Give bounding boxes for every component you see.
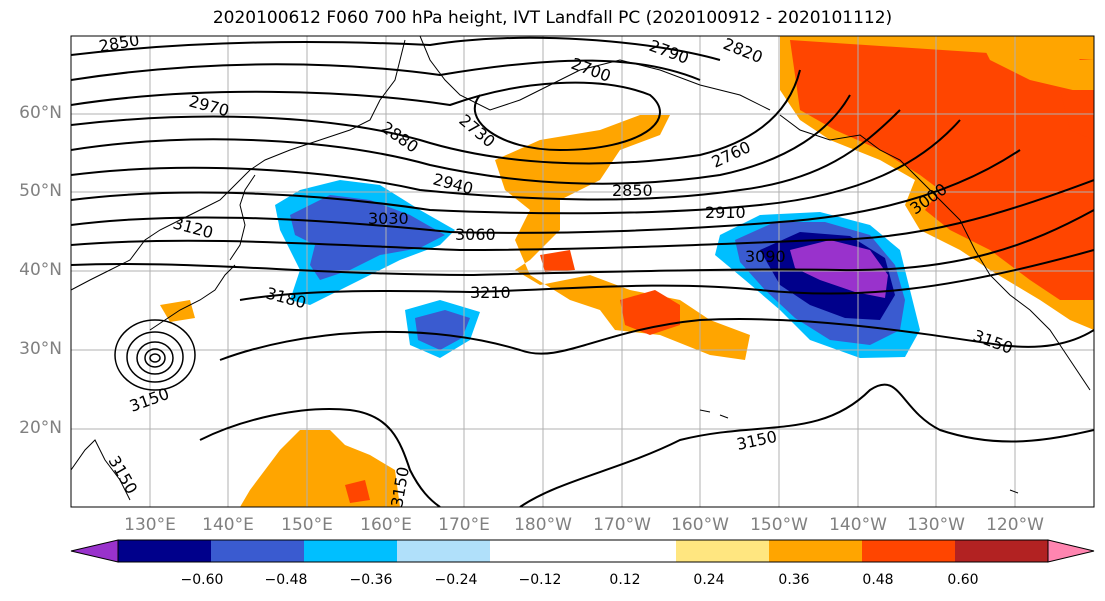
lat-label: 50°N bbox=[19, 181, 62, 201]
lon-label: 140°E bbox=[202, 515, 254, 535]
colorbar-tick-label: 0.60 bbox=[947, 572, 979, 588]
colorbar-segment bbox=[118, 540, 211, 562]
strong-positive-anomaly-northamerica bbox=[790, 40, 1094, 300]
colorbar bbox=[70, 539, 1095, 563]
colorbar-segment bbox=[397, 540, 490, 562]
colorbar-tick-label: −0.48 bbox=[264, 572, 308, 588]
colorbar-outline bbox=[117, 539, 1049, 563]
lon-label: 130°E bbox=[124, 515, 176, 535]
colorbar-tick-label: 0.36 bbox=[778, 572, 810, 588]
lat-label: 60°N bbox=[19, 103, 62, 123]
map-frame bbox=[70, 35, 1095, 508]
colorbar-segment bbox=[955, 540, 1048, 562]
colorbar-tick-label: −0.36 bbox=[349, 572, 393, 588]
colorbar-tick-label: 0.24 bbox=[693, 572, 725, 588]
lon-label: 160°W bbox=[671, 515, 729, 535]
red-patch-central bbox=[620, 290, 680, 335]
lat-label: 20°N bbox=[19, 418, 62, 438]
lon-label: 170°W bbox=[593, 515, 651, 535]
colorbar-segment bbox=[862, 540, 955, 562]
lon-label: 160°E bbox=[360, 515, 412, 535]
colorbar-tick-label: −0.60 bbox=[180, 572, 224, 588]
lat-label: 40°N bbox=[19, 260, 62, 280]
colorbar-segment bbox=[211, 540, 304, 562]
contour-label: 3030 bbox=[368, 209, 409, 228]
lon-label: 150°E bbox=[281, 515, 333, 535]
lon-label: 150°W bbox=[750, 515, 808, 535]
height-contours bbox=[71, 36, 1094, 507]
negative-anomaly-small-core bbox=[415, 310, 470, 350]
lat-label: 30°N bbox=[19, 339, 62, 359]
red-patch-inland bbox=[1060, 90, 1094, 140]
orange-patch-ne bbox=[980, 40, 1094, 95]
map-title: 2020100612 F060 700 hPa height, IVT Land… bbox=[212, 8, 893, 28]
lon-label: 170°E bbox=[438, 515, 490, 535]
colorbar-tick-label: −0.24 bbox=[434, 572, 478, 588]
colorbar-extend-high bbox=[1047, 539, 1095, 563]
colorbar-tick-label: −0.12 bbox=[518, 572, 562, 588]
colorbar-segment bbox=[304, 540, 397, 562]
lon-label: 180°W bbox=[514, 515, 572, 535]
contour-label: 3090 bbox=[745, 247, 786, 266]
negative-anomaly-northwest-core bbox=[290, 195, 445, 280]
colorbar-tick-label: 0.48 bbox=[862, 572, 894, 588]
lon-label: 130°W bbox=[907, 515, 965, 535]
red-patch-southwest bbox=[345, 480, 370, 503]
lon-label: 120°W bbox=[986, 515, 1044, 535]
colorbar-segment bbox=[676, 540, 769, 562]
lon-label: 140°W bbox=[829, 515, 887, 535]
contour-label: 3060 bbox=[455, 225, 496, 244]
colorbar-tick-label: 0.12 bbox=[609, 572, 641, 588]
colorbar-extend-low bbox=[70, 539, 119, 563]
colorbar-segment bbox=[769, 540, 862, 562]
colorbar-segment bbox=[490, 540, 583, 562]
coastlines bbox=[71, 36, 1091, 501]
contour-label: 3210 bbox=[470, 283, 511, 302]
contour-label: 2910 bbox=[705, 203, 746, 222]
orange-dot-japan bbox=[160, 300, 195, 322]
typhoon-contours bbox=[114, 319, 196, 391]
contour-label: 2850 bbox=[612, 181, 653, 200]
positive-anomaly-band-central bbox=[495, 115, 750, 360]
red-patch-central2 bbox=[540, 250, 575, 272]
colorbar-segment bbox=[583, 540, 676, 562]
